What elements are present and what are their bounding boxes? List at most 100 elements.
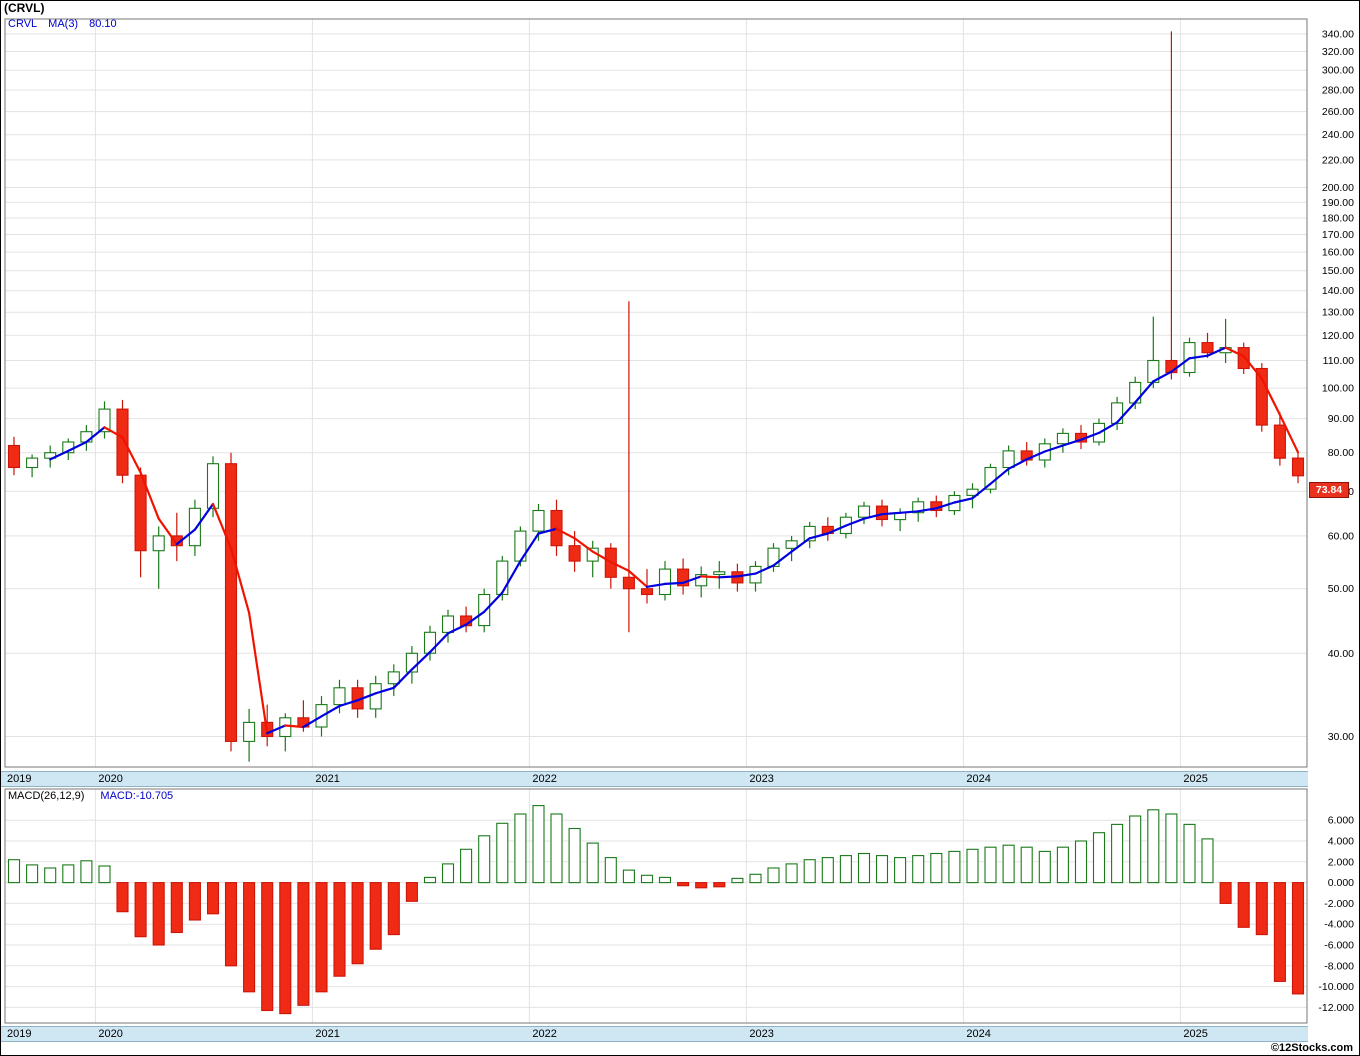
- candle-body: [80, 431, 93, 443]
- price-x-axis-years: 2019 2020 2021 2022 2023 2024 2025: [1, 771, 1308, 787]
- candle-body: [640, 588, 654, 596]
- macd-bar: [26, 864, 39, 884]
- macd-bar: [568, 827, 581, 884]
- macd-bar: [767, 867, 780, 884]
- macd-bar: [423, 876, 437, 884]
- year-label: 2025: [1183, 1028, 1208, 1040]
- macd-bar: [333, 882, 346, 977]
- price-tick-label: 40.00: [1328, 648, 1354, 660]
- price-tick-label: 340.00: [1322, 28, 1354, 40]
- macd-bar: [188, 882, 201, 921]
- macd-bar: [44, 867, 57, 884]
- macd-tick-label: -10.000: [1318, 981, 1354, 993]
- candle-body: [1056, 432, 1069, 445]
- candle-body: [7, 444, 21, 469]
- price-tick-label: 170.00: [1322, 229, 1354, 241]
- macd-bar: [1201, 838, 1214, 884]
- price-tick-label: 320.00: [1322, 46, 1354, 58]
- macd-x-axis-years: 2019 2020 2021 2022 2023 2024 2025: [1, 1026, 1308, 1042]
- candle-body: [206, 463, 220, 509]
- candle-body: [857, 505, 871, 518]
- macd-bar: [1291, 882, 1305, 995]
- price-tick-label: 180.00: [1322, 213, 1354, 225]
- price-chart-canvas: 30.0040.0050.0060.0070.0080.0090.00100.0…: [4, 18, 1354, 768]
- macd-bar: [170, 882, 183, 934]
- legend-ma-value: 80.10: [89, 18, 117, 30]
- candle-body: [134, 474, 147, 552]
- year-label: 2020: [98, 1028, 123, 1040]
- macd-chart-canvas: 6.000 4.000 2.000 0.000 -2.000 -4.000 -6.000 -8…: [4, 788, 1354, 1024]
- macd-bar: [1183, 823, 1196, 884]
- macd-tick-label: -4.000: [1324, 919, 1354, 931]
- last-price-badge: 73.84: [1309, 481, 1349, 498]
- price-tick-label: 100.00: [1322, 383, 1354, 395]
- macd-tick-label: -12.000: [1318, 1002, 1354, 1014]
- macd-bar: [243, 882, 256, 993]
- macd-bar: [677, 882, 690, 887]
- macd-bar: [405, 882, 418, 902]
- price-tick-label: 120.00: [1322, 330, 1354, 342]
- macd-bar: [1020, 846, 1033, 884]
- macd-bar: [1273, 882, 1286, 982]
- price-tick-label: 150.00: [1322, 265, 1354, 277]
- candle-body: [243, 721, 256, 742]
- price-tick-label: 300.00: [1322, 65, 1354, 77]
- candle-body: [188, 507, 201, 547]
- candle-body: [224, 463, 238, 742]
- macd-bar: [1074, 840, 1088, 884]
- candle-body: [1255, 367, 1268, 426]
- legend-symbol: CRVL: [8, 18, 38, 30]
- macd-bar: [785, 863, 798, 884]
- macd-bar: [894, 857, 907, 884]
- candle-body: [333, 687, 346, 706]
- candle-body: [695, 574, 708, 587]
- price-tick-label: 50.00: [1328, 583, 1354, 595]
- price-legend: CRVL MA(3) 80.10: [8, 18, 128, 30]
- title-bar: (CRVL): [1, 1, 1359, 15]
- price-tick-label: 190.00: [1322, 197, 1354, 209]
- macd-bar: [749, 873, 762, 884]
- year-label: 2023: [749, 1028, 774, 1040]
- macd-bar: [984, 846, 997, 884]
- year-label: 2019: [7, 773, 32, 785]
- candle-body: [1002, 450, 1015, 469]
- price-tick-label: 30.00: [1328, 731, 1354, 743]
- year-label: 2022: [532, 773, 557, 785]
- macd-plot-border: [4, 788, 1308, 1024]
- macd-tick-label: 4.000: [1328, 836, 1354, 848]
- price-tick-label: 90.00: [1328, 413, 1354, 425]
- candle-body: [1273, 424, 1286, 459]
- macd-bar: [640, 874, 654, 884]
- candle-body: [26, 457, 39, 469]
- macd-bar: [152, 882, 165, 946]
- candle-body: [622, 576, 635, 590]
- macd-bar: [930, 852, 943, 884]
- macd-bar: [80, 860, 93, 884]
- macd-bar: [460, 848, 473, 884]
- year-label: 2020: [98, 773, 123, 785]
- macd-bar: [821, 857, 834, 884]
- price-tick-label: 140.00: [1322, 285, 1354, 297]
- candle-body: [568, 545, 581, 562]
- macd-bar: [695, 882, 708, 889]
- macd-bar: [803, 859, 816, 884]
- macd-legend: MACD(26,12,9) MACD:-10.705: [8, 790, 173, 802]
- macd-bar: [261, 882, 274, 1012]
- macd-bar: [550, 813, 563, 884]
- macd-bar: [966, 848, 979, 884]
- price-grid: 30.0040.0050.0060.0070.0080.0090.00100.0…: [5, 19, 1354, 767]
- year-label: 2025: [1183, 773, 1208, 785]
- macd-bar: [857, 852, 871, 884]
- macd-bar: [224, 882, 238, 967]
- candle-body: [387, 671, 400, 685]
- macd-bar: [1056, 846, 1069, 884]
- macd-bar: [1237, 882, 1250, 928]
- macd-bar: [98, 865, 111, 884]
- macd-bar: [7, 859, 21, 884]
- macd-bar: [297, 882, 310, 1006]
- macd-bar: [206, 882, 220, 915]
- macd-bar: [1038, 850, 1051, 884]
- macd-bar: [713, 882, 726, 888]
- year-label: 2023: [749, 773, 774, 785]
